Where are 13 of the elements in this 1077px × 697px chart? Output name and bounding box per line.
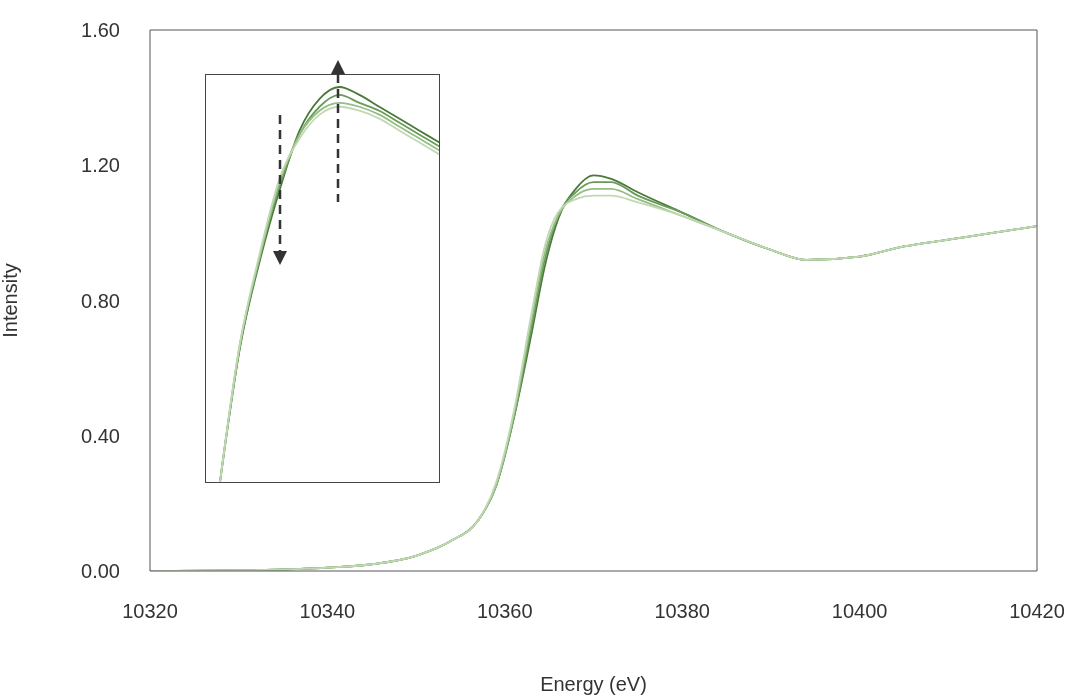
x-tick-label: 10360 [476, 600, 533, 623]
x-tick-label: 10420 [1009, 600, 1065, 623]
y-tick-label: 0.80 [81, 289, 120, 312]
y-axis-title: Intensity [0, 263, 22, 338]
x-tick-label: 10400 [831, 600, 888, 623]
y-tick-label: 0.00 [81, 560, 120, 583]
x-tick-label: 10380 [654, 600, 711, 623]
y-tick-label: 0.40 [81, 424, 120, 447]
y-tick-label: 1.60 [81, 19, 120, 42]
x-tick-label: 10320 [122, 600, 178, 623]
x-axis-title: Energy (eV) [540, 673, 647, 695]
y-tick-label: 1.20 [81, 154, 120, 177]
x-tick-label: 10340 [299, 600, 356, 623]
